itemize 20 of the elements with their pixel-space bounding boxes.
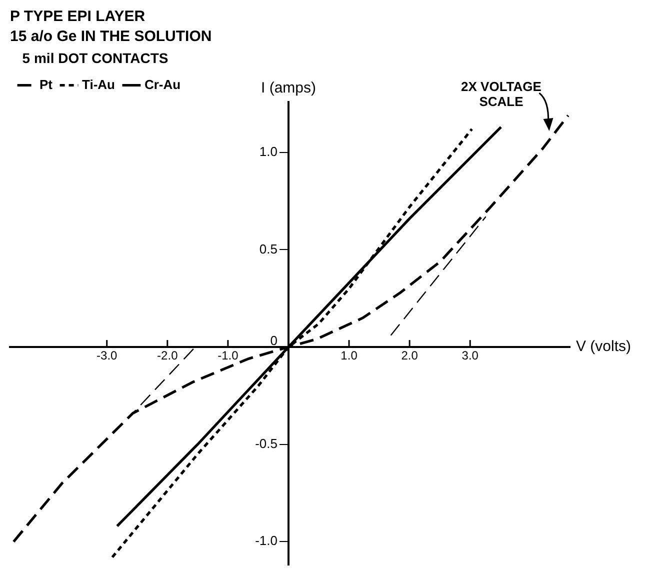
y-axis-title: I (amps) (260, 79, 316, 96)
x-tick-label: -2.0 (157, 348, 178, 362)
chart-subtitle: 15 a/o Ge IN THE SOLUTION (10, 28, 212, 46)
x-tick-label: 1.0 (340, 348, 358, 362)
y-tick-label: -1.0 (255, 533, 278, 548)
annotation: 2X VOLTAGE SCALE (461, 78, 542, 109)
y-tick-label: 0.5 (259, 241, 278, 256)
legend-label: Pt (40, 76, 54, 92)
y-tick-label: 1.0 (259, 144, 278, 159)
x-axis-title: V (volts) (576, 338, 632, 356)
y-tick-label: 0 (270, 333, 278, 348)
x-tick-label: 3.0 (462, 348, 479, 362)
x-tick-label: 2.0 (401, 348, 418, 362)
chart-title: P TYPE EPI LAYER (10, 8, 146, 26)
legend-title: 5 mil DOT CONTACTS (22, 50, 168, 66)
legend-label: Ti-Au (82, 76, 116, 92)
legend-label: Cr-Au (144, 76, 181, 92)
x-tick-label: -1.0 (218, 348, 239, 362)
y-tick-label: -0.5 (255, 436, 278, 451)
x-tick-label: -3.0 (96, 348, 118, 362)
